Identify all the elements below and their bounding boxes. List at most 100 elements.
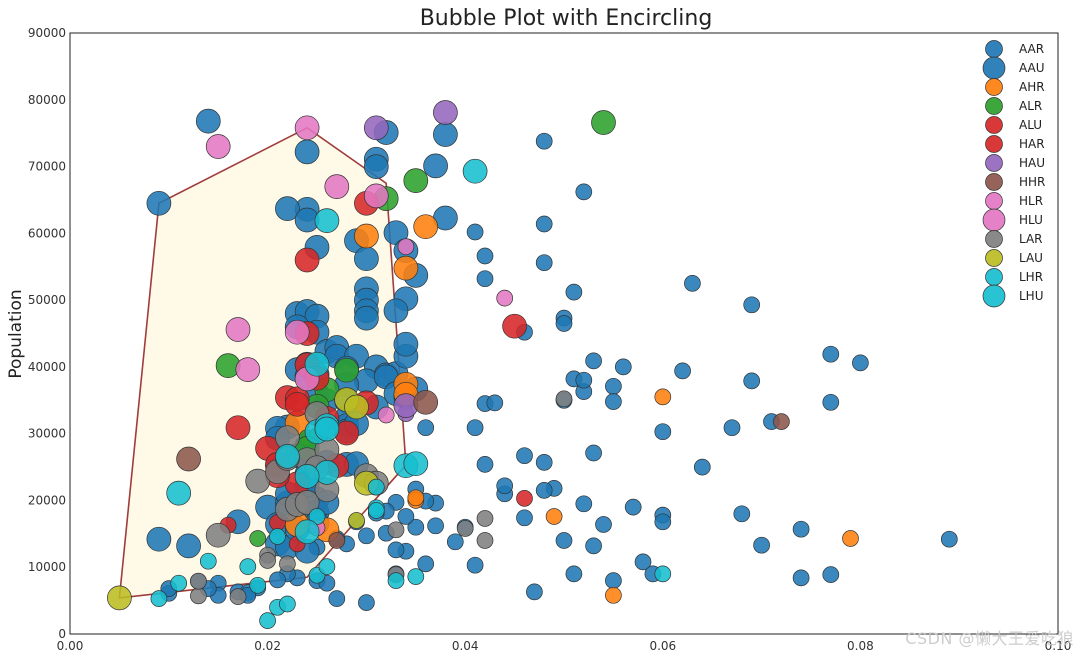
bubble-aar [269, 571, 286, 589]
y-tick-label: 0 [58, 627, 66, 641]
series-hlr [328, 413, 790, 549]
x-axis-ticks: 0.00 0.02 0.04 0.06 0.08 0.10 [57, 639, 1072, 653]
bubble-aar [634, 553, 652, 571]
bubble-ahr [605, 586, 622, 604]
bubble-alu [334, 357, 359, 383]
bubble-aar [822, 345, 840, 363]
legend-marker-aau [982, 56, 1006, 80]
bubble-aar [674, 362, 691, 380]
legend-marker-lhu [982, 284, 1006, 308]
bubble-aar [407, 518, 425, 536]
bubble-aar [466, 223, 484, 241]
bubble-aau [354, 246, 379, 272]
y-tick-label: 50000 [28, 293, 66, 307]
legend-label-hlr: HLR [1019, 194, 1043, 208]
bubble-lur [318, 558, 336, 575]
legend: AAR AAU AHR ALR ALU HAR HAU HHR HLR HLU LAR LAU LHR L… [982, 40, 1045, 308]
bubble-lhr [190, 572, 207, 590]
bubble-lau [205, 134, 231, 159]
bubble-aau [363, 154, 389, 179]
legend-marker-har [985, 135, 1003, 153]
bubble-luu [304, 351, 330, 377]
bubble-aar [476, 247, 494, 265]
series-hlu [176, 389, 439, 472]
x-tick-label: 0.00 [57, 639, 84, 653]
bubble-hlu [176, 446, 201, 472]
legend-marker-hlu [982, 208, 1006, 232]
bubble-lhr [229, 588, 247, 605]
bubble-ahr [407, 489, 425, 507]
bubble-aar [940, 530, 958, 548]
x-tick-label: 0.10 [1045, 639, 1072, 653]
bubble-aar [654, 423, 672, 441]
bubble-aar [446, 533, 464, 551]
y-tick-label: 10000 [28, 560, 66, 574]
bubble-aau [433, 122, 458, 147]
bubble-luu [294, 464, 320, 489]
bubble-lur [199, 552, 217, 570]
bubble-lur [279, 595, 296, 613]
legend-label-ahr: AHR [1019, 80, 1045, 94]
y-tick-label: 70000 [28, 160, 66, 174]
bubble-aau [146, 190, 172, 216]
bubble-aar [792, 520, 810, 538]
x-tick-label: 0.06 [649, 639, 676, 653]
bubble-ahr [842, 530, 859, 547]
bubble-aar [575, 183, 593, 201]
bubble-aar [476, 456, 494, 473]
legend-marker-alr [985, 97, 1003, 115]
bubble-aar [822, 566, 840, 583]
bubble-alu [591, 110, 616, 135]
legend-label-lhu: LHU [1019, 289, 1044, 303]
legend-label-lau: LAU [1019, 251, 1043, 265]
bubble-lur [407, 568, 425, 585]
bubble-aar [595, 516, 612, 533]
legend-marker-hhr [985, 173, 1003, 191]
legend-label-hlu: HLU [1019, 213, 1043, 227]
bubble-aar [585, 352, 602, 370]
bubble-luu [462, 158, 488, 184]
y-tick-label: 80000 [28, 93, 66, 107]
bubble-aar [605, 377, 622, 395]
legend-marker-lau [985, 249, 1003, 267]
bubble-lau [324, 174, 350, 199]
bubble-aar [417, 555, 435, 573]
bubble-aar [822, 393, 840, 411]
bubble-ahu [393, 255, 419, 281]
bubble-alr [249, 530, 267, 547]
bubble-lur [269, 528, 286, 545]
bubble-ahu [413, 214, 439, 240]
bubble-ahr [654, 388, 672, 406]
bubble-aau [176, 533, 201, 559]
legend-marker-alu [985, 116, 1003, 134]
legend-label-alu: ALU [1019, 118, 1042, 132]
bubble-hhu [433, 100, 458, 125]
bubble-hhu [363, 115, 389, 141]
bubble-lhr [555, 390, 573, 408]
bubble-lhr [387, 521, 405, 539]
bubble-lhr [456, 520, 474, 537]
bubble-ahu [354, 223, 379, 249]
bubble-aar [516, 509, 533, 527]
bubble-aau [354, 305, 379, 331]
bubble-aar [526, 583, 543, 601]
bubble-aau [423, 153, 448, 179]
bubble-aar [614, 358, 632, 376]
bubble-lur [259, 612, 276, 629]
bubble-hau [294, 247, 320, 273]
bubble-aar [565, 283, 583, 301]
bubble-aar [624, 498, 642, 516]
bubble-aar [387, 541, 405, 559]
bubble-aar [535, 482, 553, 499]
bubble-luu [166, 480, 192, 506]
legend-label-aar: AAR [1019, 42, 1044, 56]
bubble-lhu [294, 490, 320, 515]
bubble-lar [377, 406, 395, 424]
bubble-luu [403, 451, 429, 477]
bubble-aau [383, 298, 409, 324]
bubble-lur [387, 572, 405, 589]
legend-marker-ahr [985, 78, 1003, 96]
y-axis-label: Population [6, 289, 26, 378]
bubble-aar [852, 354, 869, 372]
